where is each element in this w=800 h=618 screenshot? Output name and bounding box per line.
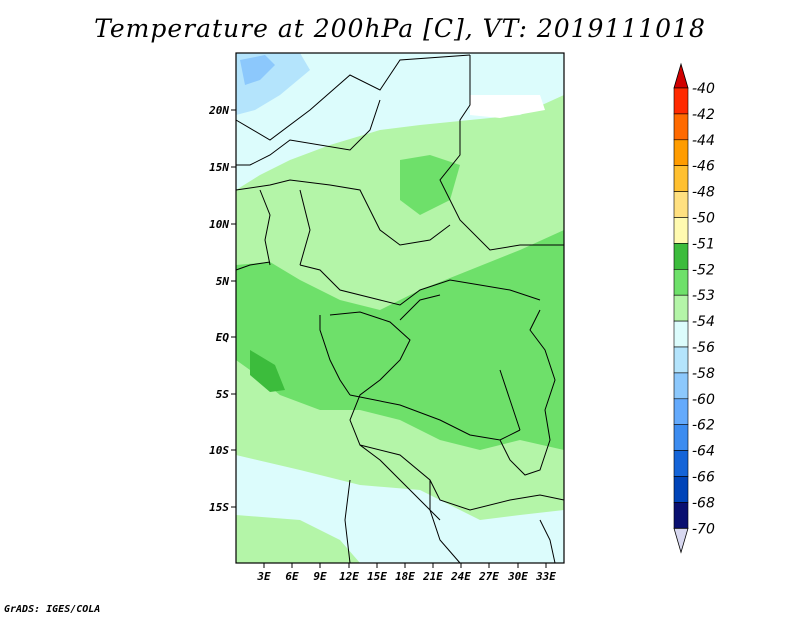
colorbar-swatch [673, 424, 689, 451]
colorbar-label: -66 [692, 470, 715, 486]
colorbar-label: -50 [692, 211, 715, 227]
colorbar-bottom-arrow [673, 527, 689, 554]
lon-label-21e: 21E [422, 570, 443, 583]
lon-label-15e: 15E [367, 570, 387, 583]
lon-axis: 3E 6E 9E 12E 15E 18E 21E 24E 27E 30E 33E [256, 563, 556, 583]
lon-label-30e: 30E [507, 570, 528, 583]
colorbar-swatch [673, 476, 689, 503]
lon-label-33e: 33E [535, 570, 556, 583]
colorbar-label: -40 [692, 81, 715, 97]
field-coldest-core [240, 55, 275, 85]
lat-label-5n: 5N [216, 275, 230, 288]
colorbar-swatch [673, 450, 689, 477]
grads-credit: GrADS: IGES/COLA [4, 604, 101, 615]
lon-label-3e: 3E [256, 570, 271, 583]
field-cold-north [236, 53, 564, 190]
colorbar-swatch [673, 268, 689, 296]
colorbar-label: -70 [692, 521, 715, 537]
colorbar: -40 -42 -44 -46 -48 -50 -51 -52 -53 -54 -56 -58 -60 -… [673, 62, 715, 554]
colorbar-label: -62 [692, 418, 715, 434]
lat-label-10n: 10N [209, 218, 229, 231]
field-white-patch [470, 95, 545, 118]
colorbar-swatch [673, 372, 689, 400]
colorbar-label: -68 [692, 495, 715, 511]
colorbar-swatch [673, 398, 689, 425]
colorbar-swatch [673, 243, 689, 270]
map-title: Temperature at 200hPa [C], VT: 201911101… [94, 14, 706, 43]
colorbar-swatch [673, 217, 689, 244]
lon-label-18e: 18E [395, 570, 415, 583]
colorbar-swatch [673, 165, 689, 192]
temperature-field [236, 53, 564, 563]
colorbar-swatch [673, 87, 689, 115]
colorbar-swatch [673, 139, 689, 167]
lon-label-24e: 24E [450, 570, 471, 583]
map-frame [235, 52, 565, 564]
lon-label-27e: 27E [478, 570, 499, 583]
lat-label-15n: 15N [209, 161, 229, 174]
lon-label-6e: 6E [285, 570, 299, 583]
lon-label-9e: 9E [313, 570, 327, 583]
colorbar-label: -60 [692, 392, 715, 408]
colorbar-label: -46 [692, 159, 715, 175]
colorbar-swatch [673, 320, 689, 348]
colorbar-label: -44 [692, 133, 715, 149]
colorbar-label: -54 [692, 314, 715, 330]
colorbar-swatch [673, 191, 689, 218]
country-borders [235, 54, 565, 564]
lat-label-15s: 15S [209, 501, 229, 514]
colorbar-label: -48 [692, 185, 715, 201]
colorbar-swatch [673, 502, 689, 529]
colorbar-label: -52 [692, 262, 715, 278]
lon-label-12e: 12E [339, 570, 359, 583]
colorbar-swatch [673, 294, 689, 322]
colorbar-top-arrow [673, 62, 689, 89]
lat-axis: 20N 15N 10N 5N EQ 5S 10S 15S [208, 104, 236, 514]
colorbar-label: -53 [692, 288, 715, 304]
colorbar-label: -58 [692, 366, 715, 382]
field-warm-north-patch [400, 155, 460, 215]
colorbar-label: -64 [692, 444, 715, 460]
lat-label-20n: 20N [208, 104, 229, 117]
lat-label-5s: 5S [216, 388, 230, 401]
colorbar-label: -56 [692, 340, 715, 356]
colorbar-label: -51 [692, 236, 715, 252]
colorbar-swatch [673, 346, 689, 374]
field-south-green [236, 515, 360, 563]
lat-label-eq: EQ [216, 331, 230, 344]
lat-label-10s: 10S [209, 444, 229, 457]
colorbar-swatch [673, 113, 689, 141]
colorbar-label: -42 [692, 107, 715, 123]
field-warmest-patch [250, 350, 285, 392]
